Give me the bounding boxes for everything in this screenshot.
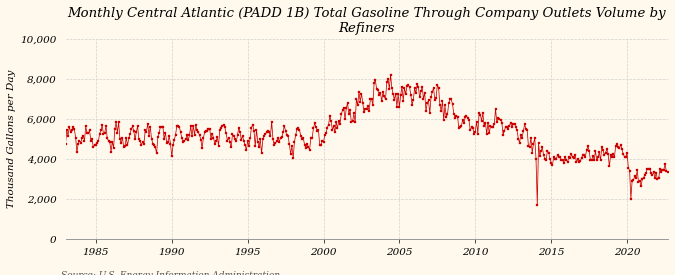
Text: Source: U.S. Energy Information Administration: Source: U.S. Energy Information Administ… — [61, 271, 279, 275]
Y-axis label: Thousand Gallons per Day: Thousand Gallons per Day — [7, 70, 16, 208]
Title: Monthly Central Atlantic (PADD 1B) Total Gasoline Through Company Outlets Volume: Monthly Central Atlantic (PADD 1B) Total… — [68, 7, 666, 35]
